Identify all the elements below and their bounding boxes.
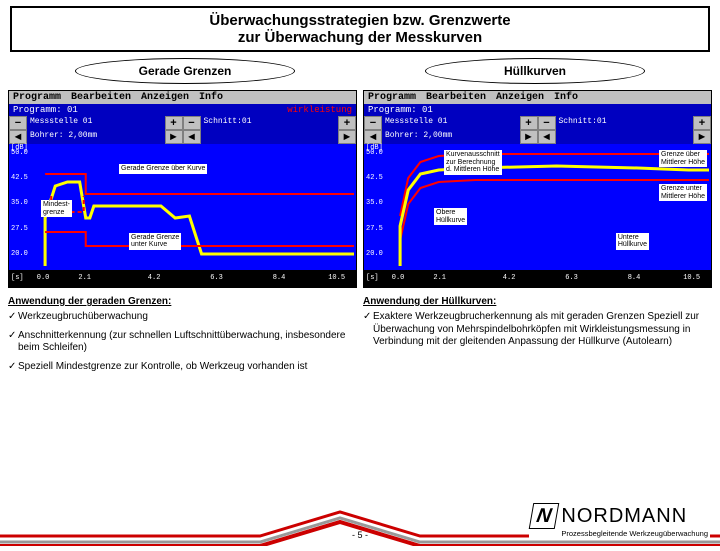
oval-left: Gerade Grenzen [75, 58, 295, 84]
minus-button[interactable]: − [183, 116, 201, 130]
app-left: Anwendung der geraden Grenzen: Werkzeugb… [8, 296, 357, 379]
plus-button[interactable]: + [165, 116, 183, 130]
x-axis: [s]0.02.14.26.38.410.5 [9, 270, 356, 284]
anno-bot-limit: Gerade Grenze unter Kurve [129, 233, 181, 250]
ctrlrow1: − Messstelle 01 + − Schnitt:01 + [9, 116, 356, 130]
left-button[interactable]: ◄ [364, 130, 382, 144]
app-item: Exaktere Werkzeugbrucherkennung als mit … [363, 311, 712, 349]
anno-upper-avg: Grenze über Mittlerer Höhe [659, 150, 707, 167]
app-right-hdr: Anwendung der Hüllkurven: [363, 296, 712, 307]
menu-item[interactable]: Info [199, 92, 223, 103]
right-button[interactable]: ► [520, 130, 538, 144]
brand-sub: Prozessbegleitende Werkzeugüberwachung [561, 529, 708, 538]
brand-logo-icon: N [529, 503, 560, 529]
panel-left: Programm Bearbeiten Anzeigen Info Programm:… [8, 90, 357, 288]
panel-right: Programm Bearbeiten Anzeigen Info Programm:… [363, 90, 712, 288]
anno-lower-hull: Untere Hüllkurve [616, 233, 649, 250]
right-button[interactable]: ► [338, 130, 356, 144]
app-item: Anschnitterkennung (zur schnellen Luftsc… [8, 330, 357, 355]
ctrl-l1: Messstelle 01 [382, 116, 520, 130]
minus-button[interactable]: − [364, 116, 382, 130]
applications: Anwendung der geraden Grenzen: Werkzeugb… [8, 296, 712, 379]
title-box: Überwachungsstrategien bzw. Grenzwerte z… [10, 6, 710, 52]
y-axis: [dB]50.042.535.027.520.0 [9, 144, 39, 270]
menubar: Programm Bearbeiten Anzeigen Info [9, 91, 356, 104]
plot-area: Gerade Grenze über Kurve Mindest- grenze… [39, 146, 354, 270]
minus-button[interactable]: − [9, 116, 27, 130]
ctrl-r2 [556, 130, 694, 144]
right-button[interactable]: ► [693, 130, 711, 144]
right-button[interactable]: ► [165, 130, 183, 144]
menu-item[interactable]: Bearbeiten [71, 92, 131, 103]
ctrlrow2: ◄ Bohrer: 2,00mm ► ◄ ► [364, 130, 711, 144]
ctrl-l2: Bohrer: 2,00mm [27, 130, 165, 144]
menu-item[interactable]: Programm [368, 92, 416, 103]
app-left-hdr: Anwendung der geraden Grenzen: [8, 296, 357, 307]
anno-upper-hull: Obere Hüllkurve [434, 208, 467, 225]
panels: Programm Bearbeiten Anzeigen Info Programm:… [8, 90, 712, 288]
ctrl-r1: Schnitt:01 [556, 116, 694, 130]
anno-lower-avg: Grenze unter Mittlerer Höhe [659, 184, 707, 201]
footer: - 5 - N NORDMANN Prozessbegleitende Werk… [0, 500, 720, 546]
x-axis: [s]0.02.14.26.38.410.5 [364, 270, 711, 284]
left-button[interactable]: ◄ [183, 130, 201, 144]
menu-item[interactable]: Anzeigen [496, 92, 544, 103]
left-button[interactable]: ◄ [538, 130, 556, 144]
chart: [dB]50.042.535.027.520.0 Gerade Grenze ü… [9, 144, 356, 284]
app-right: Anwendung der Hüllkurven: Exaktere Werkz… [363, 296, 712, 379]
anno-min: Mindest- grenze [41, 200, 72, 217]
ctrl-l2: Bohrer: 2,00mm [382, 130, 520, 144]
plus-button[interactable]: + [338, 116, 356, 130]
menu-item[interactable]: Info [554, 92, 578, 103]
page-number: - 5 - [352, 530, 368, 540]
ctrlrow2: ◄ Bohrer: 2,00mm ► ◄ ► [9, 130, 356, 144]
oval-right: Hüllkurven [425, 58, 645, 84]
progline: Programm: 01 [364, 104, 711, 116]
app-item: Werkzeugbruchüberwachung [8, 311, 357, 324]
plus-button[interactable]: + [520, 116, 538, 130]
left-button[interactable]: ◄ [9, 130, 27, 144]
ctrl-l1: Messstelle 01 [27, 116, 165, 130]
brand: N NORDMANN Prozessbegleitende Werkzeugüb… [529, 501, 710, 540]
anno-top-limit: Gerade Grenze über Kurve [119, 164, 207, 174]
app-item: Speziell Mindestgrenze zur Kontrolle, ob… [8, 361, 357, 374]
plus-button[interactable]: + [693, 116, 711, 130]
progline: Programm: 01wirkleistung [9, 104, 356, 116]
ctrlrow1: − Messstelle 01 + − Schnitt:01 + [364, 116, 711, 130]
title-line1: Überwachungsstrategien bzw. Grenzwerte [20, 12, 700, 29]
chart: [dB]50.042.535.027.520.0 Kurvenausschnit… [364, 144, 711, 284]
ctrl-r1: Schnitt:01 [201, 116, 339, 130]
menubar: Programm Bearbeiten Anzeigen Info [364, 91, 711, 104]
plot-area: Kurvenausschnitt zur Berechnung d. Mittl… [394, 146, 709, 270]
y-axis: [dB]50.042.535.027.520.0 [364, 144, 394, 270]
menu-item[interactable]: Programm [13, 92, 61, 103]
menu-item[interactable]: Anzeigen [141, 92, 189, 103]
brand-name: NORDMANN [561, 505, 687, 528]
ctrl-r2 [201, 130, 339, 144]
anno-section: Kurvenausschnitt zur Berechnung d. Mittl… [444, 150, 502, 175]
title-line2: zur Überwachung der Messkurven [20, 29, 700, 46]
minus-button[interactable]: − [538, 116, 556, 130]
oval-row: Gerade Grenzen Hüllkurven [10, 58, 710, 84]
menu-item[interactable]: Bearbeiten [426, 92, 486, 103]
